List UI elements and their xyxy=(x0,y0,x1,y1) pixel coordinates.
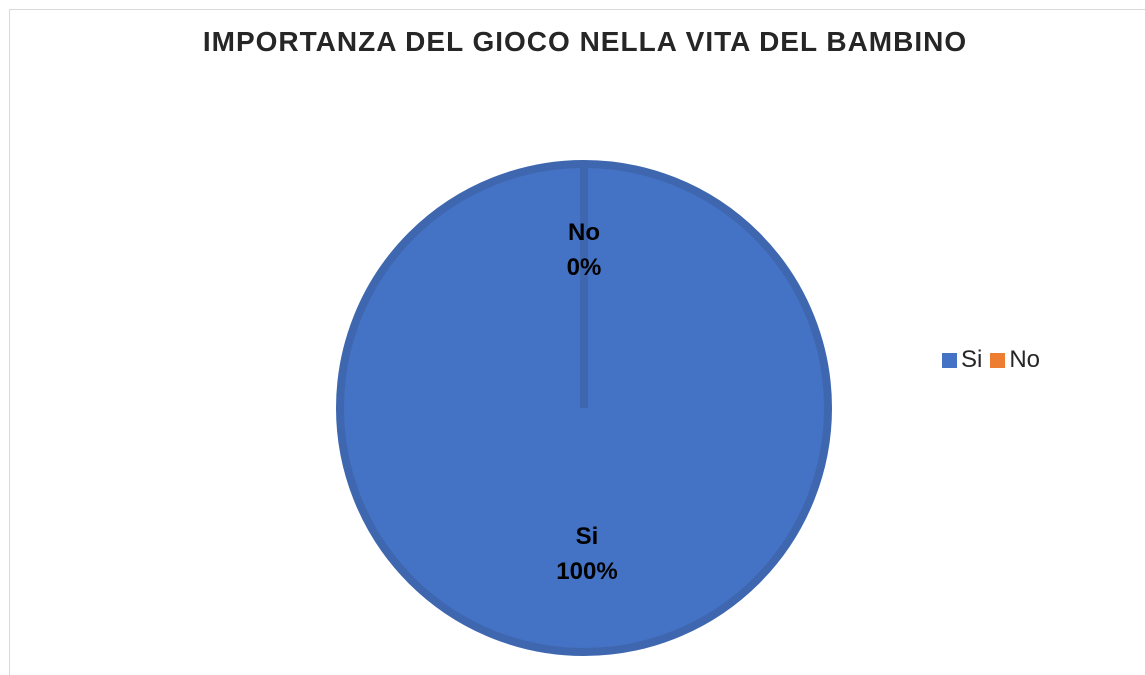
slice-label-no-value: 0% xyxy=(567,254,602,281)
slice-label-si-name: Si xyxy=(576,523,599,550)
chart-title: IMPORTANZA DEL GIOCO NELLA VITA DEL BAMB… xyxy=(202,26,968,57)
legend: Si No xyxy=(942,346,1040,374)
legend-item-si: Si xyxy=(942,346,982,374)
slice-label-si-value: 100% xyxy=(556,558,617,585)
legend-item-no: No xyxy=(990,346,1040,374)
legend-label-no: No xyxy=(1009,346,1041,373)
legend-label-si: Si xyxy=(961,346,983,373)
legend-swatch-si xyxy=(942,352,957,368)
legend-swatch-no xyxy=(990,352,1006,368)
slice-label-no-name: No xyxy=(568,219,600,246)
